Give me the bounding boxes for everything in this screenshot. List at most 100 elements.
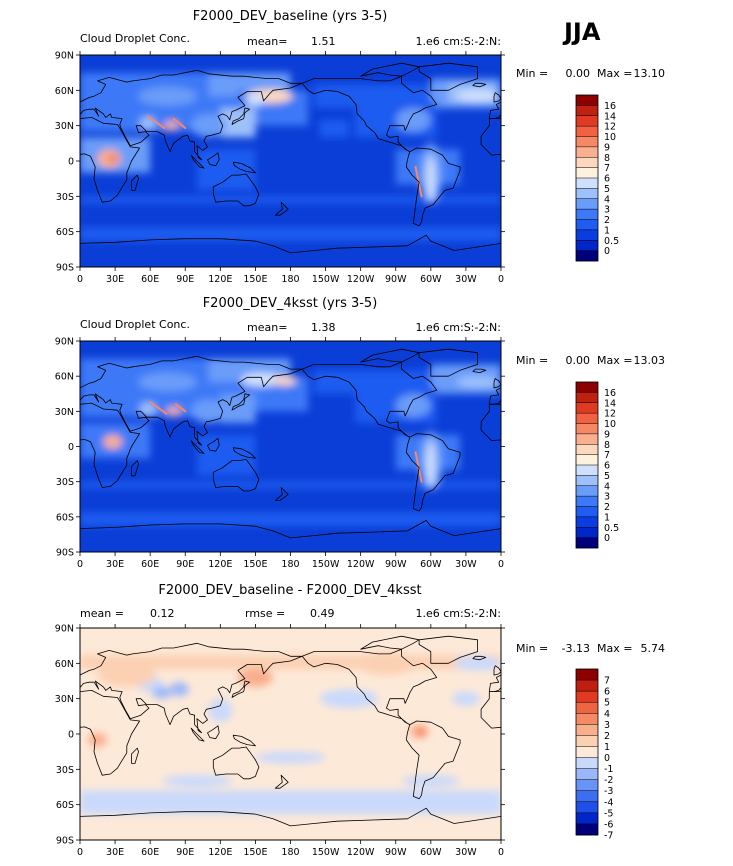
coastline-antarctica — [80, 234, 501, 267]
axis-ticks: 0 30E 60E 90E 120E 150E 180 150W 120W 90W 60W 30W 09… — [55, 51, 505, 285]
field-region-10 — [80, 481, 501, 489]
x-tick-label: 0 — [77, 847, 83, 858]
colorbar-cell — [576, 105, 598, 117]
x-tick-label: 150E — [243, 274, 267, 285]
colorbar-cell — [576, 496, 598, 507]
field-region-12 — [220, 108, 256, 138]
x-tick-label: 30W — [455, 847, 477, 858]
field-blob-20 — [164, 121, 179, 131]
y-tick-label: 0 — [68, 730, 74, 741]
min-value: 0.00 — [566, 354, 591, 367]
coastline-iceland — [472, 82, 487, 88]
mean-label: mean= — [247, 321, 287, 334]
colorbar-label: 0.5 — [604, 236, 619, 247]
field-streak-1 — [172, 117, 187, 129]
colorbar-cell — [576, 746, 598, 758]
panel-title: F2000_DEV_baseline (yrs 3-5) — [193, 9, 388, 24]
colorbar-cell — [576, 157, 598, 168]
field-streak-0 — [146, 115, 166, 129]
field-region-0 — [80, 790, 501, 815]
y-tick-label: 0 — [68, 442, 74, 453]
colorbar-label: 6 — [604, 687, 610, 698]
mean-value: 0.12 — [150, 607, 175, 620]
colorbar-cell — [576, 240, 598, 251]
coastline-madagascar — [131, 460, 139, 477]
max-value: 13.10 — [634, 67, 666, 80]
field-blob-22 — [426, 155, 436, 203]
colorbar-cell — [576, 801, 598, 814]
coastline-greenland — [418, 635, 479, 664]
coastline-eurasia — [80, 69, 303, 161]
x-tick-label: 150W — [312, 847, 340, 858]
colorbar-label: -4 — [604, 797, 613, 808]
panel-title: F2000_DEV_4ksst (yrs 3-5) — [203, 296, 378, 311]
colorbar-cell — [576, 413, 598, 424]
colorbar-cell — [576, 146, 598, 158]
variable-label: Cloud Droplet Conc. — [80, 32, 190, 45]
field-blob-8 — [357, 651, 416, 676]
field-region-10 — [80, 227, 501, 242]
colorbar-cell — [576, 382, 598, 393]
x-tick-label: 120W — [347, 847, 375, 858]
colorbar-label: 5 — [604, 184, 610, 195]
colorbar-label: -6 — [604, 819, 613, 830]
min-value: 0.00 — [566, 67, 591, 80]
x-tick-label: 30E — [106, 274, 124, 285]
coastline-namerica — [301, 361, 438, 438]
max-value: 13.03 — [634, 354, 666, 367]
units-label: 1.e6 cm:S:-2:N: — [415, 321, 501, 334]
y-tick-label: 30N — [55, 407, 74, 418]
field-blob-13 — [255, 751, 326, 764]
field-streak-0 — [149, 401, 168, 415]
colorbar-cell — [576, 812, 598, 825]
coastline-samerica — [405, 147, 461, 227]
colorbar-label: 6 — [604, 174, 610, 185]
min-value: -3.13 — [562, 642, 590, 655]
colorbar-label: 12 — [604, 409, 616, 420]
max-label: Max = — [597, 642, 632, 655]
colorbar-cell — [576, 669, 598, 681]
min-label: Min = — [516, 642, 548, 655]
coastlines — [80, 635, 501, 840]
colorbar-cell — [576, 198, 598, 210]
coastline-australia — [212, 173, 260, 207]
y-tick-label: 30N — [55, 121, 74, 132]
coastline-africa — [480, 691, 501, 729]
coastline-newguinea — [232, 734, 256, 747]
panel-difference: F2000_DEV_baseline - F2000_DEV_4ksst mea… — [55, 583, 665, 858]
x-tick-label: 120W — [347, 559, 375, 570]
season-label: JJA — [562, 18, 601, 46]
colorbar-label: 10 — [604, 419, 616, 430]
colorbar-cell — [576, 433, 598, 445]
field-region-13 — [319, 119, 349, 138]
coastline-madagascar — [131, 174, 139, 191]
coastline-arctic — [360, 348, 420, 363]
coastline-japan — [231, 107, 251, 125]
x-tick-label: 120E — [208, 274, 232, 285]
coastline-samerica — [405, 433, 461, 512]
y-tick-label: 60N — [55, 372, 74, 383]
x-tick-label: 0 — [498, 847, 504, 858]
field-blob-12 — [454, 656, 501, 671]
colorbar-label: 5 — [604, 471, 610, 482]
x-tick-label: 150W — [312, 559, 340, 570]
x-tick-label: 0 — [498, 559, 504, 570]
coastline-newguinea — [232, 447, 256, 459]
colorbar-cell — [576, 768, 598, 780]
colorbar-label: 2 — [604, 731, 610, 742]
coastline-madagascar — [131, 747, 139, 764]
field-blob-4 — [170, 682, 189, 697]
panel-title: F2000_DEV_baseline - F2000_DEV_4ksst — [158, 583, 421, 598]
rmse-value: 0.49 — [310, 607, 335, 620]
coastline-borneo — [207, 725, 220, 740]
field-blob-21 — [191, 399, 227, 423]
colorbar-cell — [576, 823, 598, 836]
coastline-newguinea — [232, 161, 256, 174]
colorbar-cell — [576, 680, 598, 692]
coastline-nz — [274, 487, 289, 501]
mean-value: 1.51 — [311, 35, 336, 48]
field-blob-20 — [395, 393, 431, 418]
y-tick-label: 0 — [68, 157, 74, 168]
coastline-arctic — [360, 635, 420, 650]
coastline-eurasia — [80, 355, 303, 446]
